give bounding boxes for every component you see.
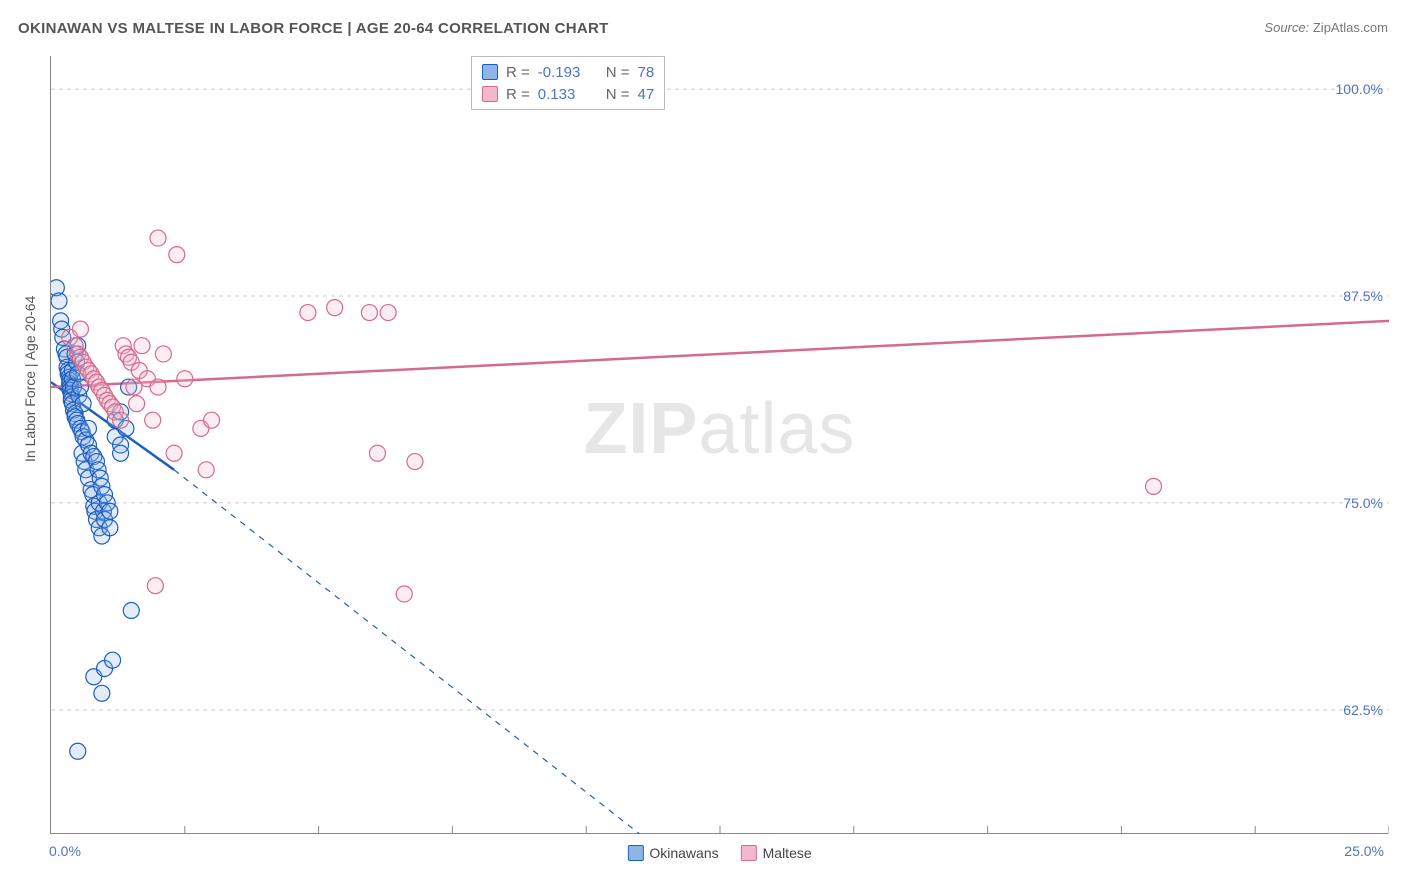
n-label: N = <box>606 86 630 103</box>
legend-item-okinawans: Okinawans <box>627 845 718 861</box>
swatch-maltese <box>482 86 498 102</box>
plot-area: ZIPatlas 62.5%75.0%87.5%100.0% R = -0.19… <box>50 56 1388 834</box>
n-label: N = <box>606 64 630 81</box>
correlation-legend: R = -0.193 N = 78 R = 0.133 N = 47 <box>471 56 665 110</box>
swatch-okinawans <box>482 64 498 80</box>
n-value-okinawans: 78 <box>638 64 655 81</box>
legend-row-maltese: R = 0.133 N = 47 <box>482 83 654 105</box>
svg-text:100.0%: 100.0% <box>1336 81 1383 97</box>
legend-item-maltese: Maltese <box>741 845 812 861</box>
n-value-maltese: 47 <box>638 86 655 103</box>
legend-label-maltese: Maltese <box>763 845 812 861</box>
r-value-okinawans: -0.193 <box>538 64 592 81</box>
series-legend: Okinawans Maltese <box>627 845 811 861</box>
plot-svg: 62.5% 75.0% 87.5% 100.0% <box>51 56 1389 834</box>
swatch-maltese <box>741 845 757 861</box>
legend-row-okinawans: R = -0.193 N = 78 <box>482 61 654 83</box>
r-value-maltese: 0.133 <box>538 86 592 103</box>
source-name: ZipAtlas.com <box>1313 20 1388 35</box>
chart-container: OKINAWAN VS MALTESE IN LABOR FORCE | AGE… <box>0 0 1406 892</box>
chart-title: OKINAWAN VS MALTESE IN LABOR FORCE | AGE… <box>18 20 609 37</box>
x-axis-min-label: 0.0% <box>49 843 81 859</box>
svg-text:75.0%: 75.0% <box>1343 495 1383 511</box>
swatch-okinawans <box>627 845 643 861</box>
source-attribution: Source: ZipAtlas.com <box>1264 20 1388 35</box>
r-label: R = <box>506 64 530 81</box>
x-axis-max-label: 25.0% <box>1344 843 1384 859</box>
source-label: Source: <box>1264 20 1309 35</box>
svg-text:87.5%: 87.5% <box>1343 288 1383 304</box>
legend-label-okinawans: Okinawans <box>649 845 718 861</box>
r-label: R = <box>506 86 530 103</box>
svg-text:62.5%: 62.5% <box>1343 702 1383 718</box>
y-axis-label: In Labor Force | Age 20-64 <box>22 296 38 462</box>
